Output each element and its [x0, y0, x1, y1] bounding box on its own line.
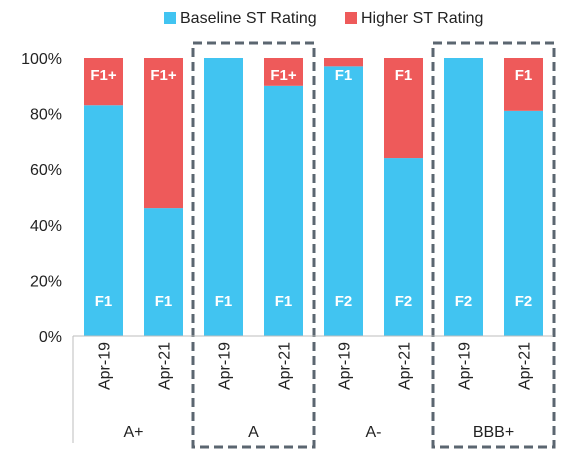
group-highlight-boxes	[191, 41, 556, 449]
bars: F1 F1+ F1 F1+ F1 F1 F1+ F2 F1 F2 F1 F2 F2 F1	[84, 58, 543, 336]
bar-baseline	[264, 85, 303, 336]
x-group-label: A-	[366, 424, 382, 441]
group-highlight-box	[431, 41, 556, 449]
bar-baseline-label: F1	[95, 293, 113, 310]
bar-higher-label: F1+	[150, 67, 177, 84]
y-tick-label: 20%	[30, 273, 62, 290]
x-group-label: A+	[123, 424, 143, 441]
y-tick-label: 40%	[30, 218, 62, 235]
bar-baseline-label: F2	[455, 293, 473, 310]
bar-higher-label: F1+	[90, 67, 117, 84]
legend: Baseline ST Rating Higher ST Rating	[164, 10, 483, 27]
bar-baseline-label: F1	[275, 293, 293, 310]
x-category-label: Apr-19	[337, 342, 354, 390]
legend-swatch-2	[345, 12, 357, 24]
bar-higher	[144, 58, 183, 209]
bar-baseline-label: F2	[395, 293, 413, 310]
bar-higher-label: F1	[515, 67, 533, 84]
bar-baseline-label: F1	[155, 293, 173, 310]
bar-baseline	[504, 110, 543, 336]
x-group-label: A	[248, 424, 259, 441]
bar-baseline	[444, 58, 483, 336]
group-highlight-box	[191, 41, 316, 449]
bar-higher	[84, 58, 123, 106]
y-tick-label: 80%	[30, 107, 62, 124]
legend-swatch-1	[164, 12, 176, 24]
x-group-label: BBB+	[473, 424, 514, 441]
legend-label-2: Higher ST Rating	[361, 10, 483, 27]
bar-baseline	[384, 158, 423, 336]
bar-baseline	[324, 66, 363, 336]
x-category-label: Apr-21	[397, 342, 414, 390]
y-tick-label: 0%	[39, 329, 62, 346]
y-tick-label: 60%	[30, 162, 62, 179]
x-category-label: Apr-21	[277, 342, 294, 390]
bar-higher-label: F1+	[270, 67, 297, 84]
bar-baseline	[144, 208, 183, 336]
bar-higher-label: F1	[335, 67, 353, 84]
bar-baseline	[204, 58, 243, 336]
y-axis: 0% 20% 40% 60% 80% 100%	[21, 51, 62, 346]
bar-baseline	[84, 105, 123, 336]
x-category-label: Apr-19	[217, 342, 234, 390]
bar-baseline-label: F2	[335, 293, 353, 310]
bar-higher	[324, 58, 363, 67]
bar-higher	[384, 58, 423, 159]
x-category-label: Apr-21	[157, 342, 174, 390]
x-category-label: Apr-19	[457, 342, 474, 390]
bar-higher	[504, 58, 543, 111]
bar-baseline-label: F1	[215, 293, 233, 310]
bar-baseline-label: F2	[515, 293, 533, 310]
x-category-label: Apr-21	[517, 342, 534, 390]
x-category-label: Apr-19	[97, 342, 114, 390]
bar-higher	[264, 58, 303, 86]
x-axis: Apr-19 Apr-21 A+ Apr-19 Apr-21 A Apr-19 Apr-21 A…	[72, 335, 553, 443]
bar-higher-label: F1	[395, 67, 413, 84]
y-tick-label: 100%	[21, 51, 62, 68]
legend-label-1: Baseline ST Rating	[180, 10, 317, 27]
